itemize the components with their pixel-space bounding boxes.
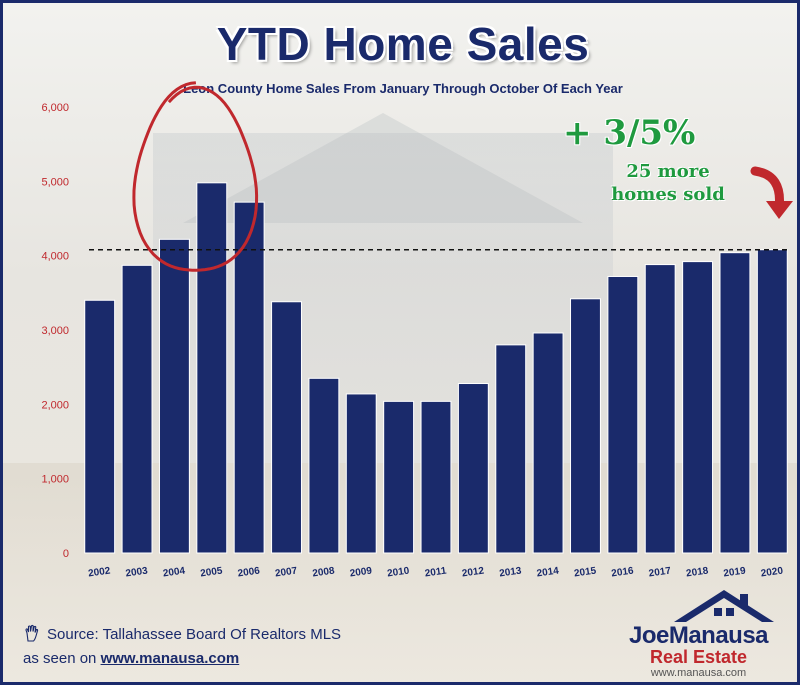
x-tick-label: 2006 (237, 565, 261, 579)
bar-2009 (345, 393, 377, 554)
y-axis-ticks: 0 1,000 2,000 3,000 4,000 5,000 6,000 (41, 102, 69, 560)
x-tick-label: 2016 (611, 565, 635, 579)
x-tick-label: 2010 (387, 565, 411, 579)
seen-on-prefix: as seen on (23, 650, 101, 667)
y-tick-label: 2,000 (41, 399, 69, 411)
x-axis-ticks: 2002 2003 2004 2005 2006 2007 2008 2009 2010 2011… (88, 565, 785, 579)
bar-2020 (756, 249, 788, 554)
bar-2005 (196, 182, 228, 554)
bar-2016 (607, 275, 639, 554)
x-tick-label: 2013 (499, 565, 523, 579)
bar-2015 (570, 298, 601, 554)
curved-arrow-icon (750, 166, 793, 219)
x-tick-label: 2004 (162, 565, 186, 579)
y-tick-label: 0 (63, 548, 69, 560)
y-tick-label: 5,000 (41, 176, 69, 188)
x-tick-label: 2012 (461, 565, 485, 579)
bar-chart: 0 1,000 2,000 3,000 4,000 5,000 6,000 2002 2003… (41, 81, 793, 580)
bar-2012 (457, 383, 489, 554)
x-tick-label: 2011 (424, 566, 447, 580)
bars (84, 182, 788, 554)
bar-2011 (420, 400, 452, 554)
bar-2018 (682, 261, 714, 554)
seen-on-link[interactable]: www.manausa.com (100, 650, 240, 667)
bar-2002 (84, 299, 116, 554)
x-tick-label: 2002 (88, 565, 112, 579)
bar-2008 (308, 377, 340, 554)
x-tick-label: 2007 (274, 565, 298, 579)
x-tick-label: 2005 (200, 565, 224, 579)
x-tick-label: 2018 (685, 565, 709, 579)
y-tick-label: 4,000 (41, 251, 69, 263)
x-tick-label: 2009 (349, 565, 373, 579)
bar-2004 (158, 238, 190, 554)
x-tick-label: 2015 (573, 565, 597, 579)
bar-2014 (532, 332, 564, 554)
logo-url: www.manausa.com (650, 667, 747, 679)
homes-sold-callout-line2: homes sold (611, 184, 725, 205)
company-logo: JoeManausa Real Estate www.manausa.com (606, 588, 791, 680)
bar-2003 (121, 264, 153, 554)
hand-icon (25, 624, 39, 642)
bar-2019 (719, 252, 751, 554)
homes-sold-callout-line1: 25 more (626, 161, 710, 182)
x-tick-label: 2008 (312, 565, 336, 579)
percent-change-callout: + 3/5% (563, 113, 696, 153)
chart-title: YTD Home Sales (216, 18, 590, 70)
highlight-circle (132, 81, 259, 272)
x-tick-label: 2019 (723, 565, 747, 579)
house-logo-icon (674, 590, 774, 622)
source-note: Source: Tallahassee Board Of Realtors ML… (23, 624, 341, 643)
y-tick-label: 3,000 (41, 325, 69, 337)
bar-2013 (495, 344, 527, 554)
chart-subtitle: Leon County Home Sales From January Thro… (183, 81, 623, 96)
seen-on-note: as seen on www.manausa.com (23, 650, 239, 667)
y-tick-label: 1,000 (41, 474, 69, 486)
bar-2010 (383, 400, 415, 554)
x-tick-label: 2020 (760, 565, 784, 579)
bar-2007 (271, 301, 302, 554)
source-text: Source: Tallahassee Board Of Realtors ML… (47, 626, 342, 643)
logo-tagline: Real Estate (649, 647, 748, 667)
x-tick-label: 2014 (536, 565, 560, 579)
x-tick-label: 2003 (125, 565, 149, 579)
x-tick-label: 2017 (648, 565, 672, 579)
bar-2006 (233, 201, 265, 554)
y-tick-label: 6,000 (41, 102, 69, 114)
bar-2017 (644, 264, 676, 554)
logo-name: JoeManausa (628, 622, 769, 649)
